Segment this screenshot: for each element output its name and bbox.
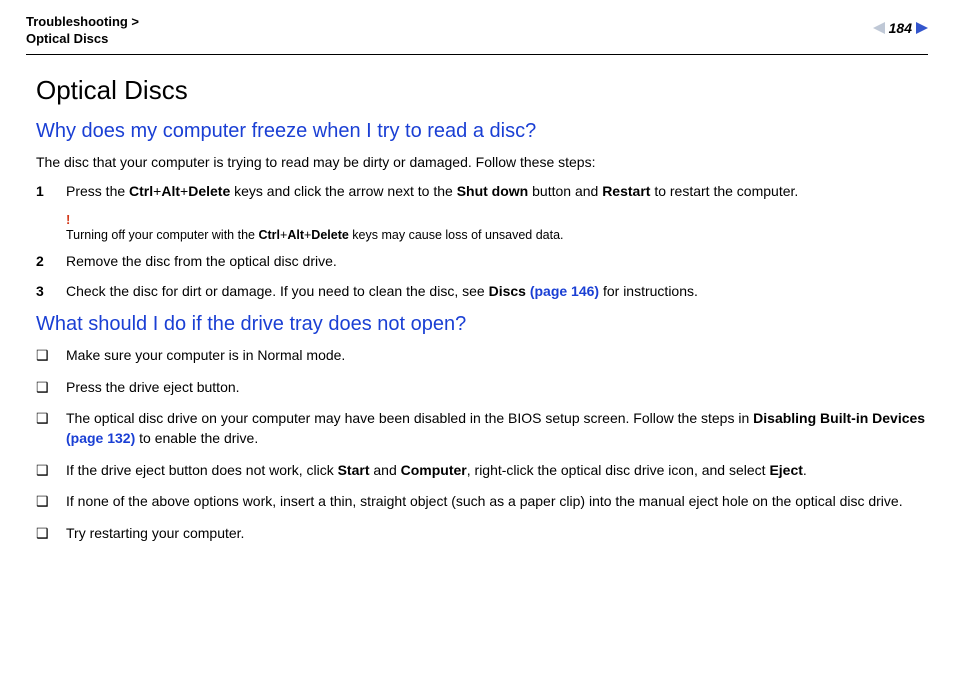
step-2: 2 Remove the disc from the optical disc … bbox=[36, 252, 928, 272]
section1-steps-cont: 2 Remove the disc from the optical disc … bbox=[36, 252, 928, 301]
bullet-text: If the drive eject button does not work,… bbox=[66, 461, 928, 481]
section2-heading: What should I do if the drive tray does … bbox=[36, 313, 928, 336]
warning-note: ! Turning off your computer with the Ctr… bbox=[66, 212, 928, 242]
bullet-item: ❑ Make sure your computer is in Normal m… bbox=[36, 346, 928, 366]
discs-page-link[interactable]: (page 146) bbox=[526, 283, 599, 299]
step-number: 3 bbox=[36, 282, 66, 302]
bullet-icon: ❑ bbox=[36, 492, 66, 512]
prev-page-arrow-icon[interactable] bbox=[873, 22, 885, 34]
next-page-arrow-icon[interactable] bbox=[916, 22, 928, 34]
bullet-item: ❑ Try restarting your computer. bbox=[36, 524, 928, 544]
bullet-icon: ❑ bbox=[36, 409, 66, 448]
bullet-icon: ❑ bbox=[36, 461, 66, 481]
page-number: 184 bbox=[889, 20, 912, 36]
section1-heading: Why does my computer freeze when I try t… bbox=[36, 120, 928, 143]
step-text: Press the Ctrl+Alt+Delete keys and click… bbox=[66, 182, 928, 202]
disabling-devices-link[interactable]: (page 132) bbox=[66, 430, 135, 446]
page-title: Optical Discs bbox=[36, 75, 928, 106]
page-header: Troubleshooting > Optical Discs 184 bbox=[26, 14, 928, 55]
bullet-icon: ❑ bbox=[36, 524, 66, 544]
step-3: 3 Check the disc for dirt or damage. If … bbox=[36, 282, 928, 302]
breadcrumb-line2: Optical Discs bbox=[26, 31, 139, 48]
bullet-item: ❑ The optical disc drive on your compute… bbox=[36, 409, 928, 448]
bullet-item: ❑ Press the drive eject button. bbox=[36, 378, 928, 398]
bullet-text: Press the drive eject button. bbox=[66, 378, 928, 398]
breadcrumb: Troubleshooting > Optical Discs bbox=[26, 14, 139, 48]
section1-intro: The disc that your computer is trying to… bbox=[36, 153, 928, 173]
warning-icon: ! bbox=[66, 212, 928, 227]
bullet-item: ❑ If none of the above options work, ins… bbox=[36, 492, 928, 512]
step-number: 2 bbox=[36, 252, 66, 272]
bullet-item: ❑ If the drive eject button does not wor… bbox=[36, 461, 928, 481]
step-number: 1 bbox=[36, 182, 66, 202]
step-text: Remove the disc from the optical disc dr… bbox=[66, 252, 928, 272]
section1-steps: 1 Press the Ctrl+Alt+Delete keys and cli… bbox=[36, 182, 928, 202]
bullet-text: If none of the above options work, inser… bbox=[66, 492, 928, 512]
section2-bullets: ❑ Make sure your computer is in Normal m… bbox=[36, 346, 928, 543]
breadcrumb-line1: Troubleshooting > bbox=[26, 14, 139, 31]
bullet-text: The optical disc drive on your computer … bbox=[66, 409, 928, 448]
bullet-text: Try restarting your computer. bbox=[66, 524, 928, 544]
bullet-text: Make sure your computer is in Normal mod… bbox=[66, 346, 928, 366]
page-nav: 184 bbox=[873, 20, 928, 36]
page-content: Optical Discs Why does my computer freez… bbox=[26, 75, 928, 544]
step-1: 1 Press the Ctrl+Alt+Delete keys and cli… bbox=[36, 182, 928, 202]
step-text: Check the disc for dirt or damage. If yo… bbox=[66, 282, 928, 302]
bullet-icon: ❑ bbox=[36, 378, 66, 398]
warning-text: Turning off your computer with the Ctrl+… bbox=[66, 228, 564, 242]
page-root: Troubleshooting > Optical Discs 184 Opti… bbox=[0, 0, 954, 575]
bullet-icon: ❑ bbox=[36, 346, 66, 366]
